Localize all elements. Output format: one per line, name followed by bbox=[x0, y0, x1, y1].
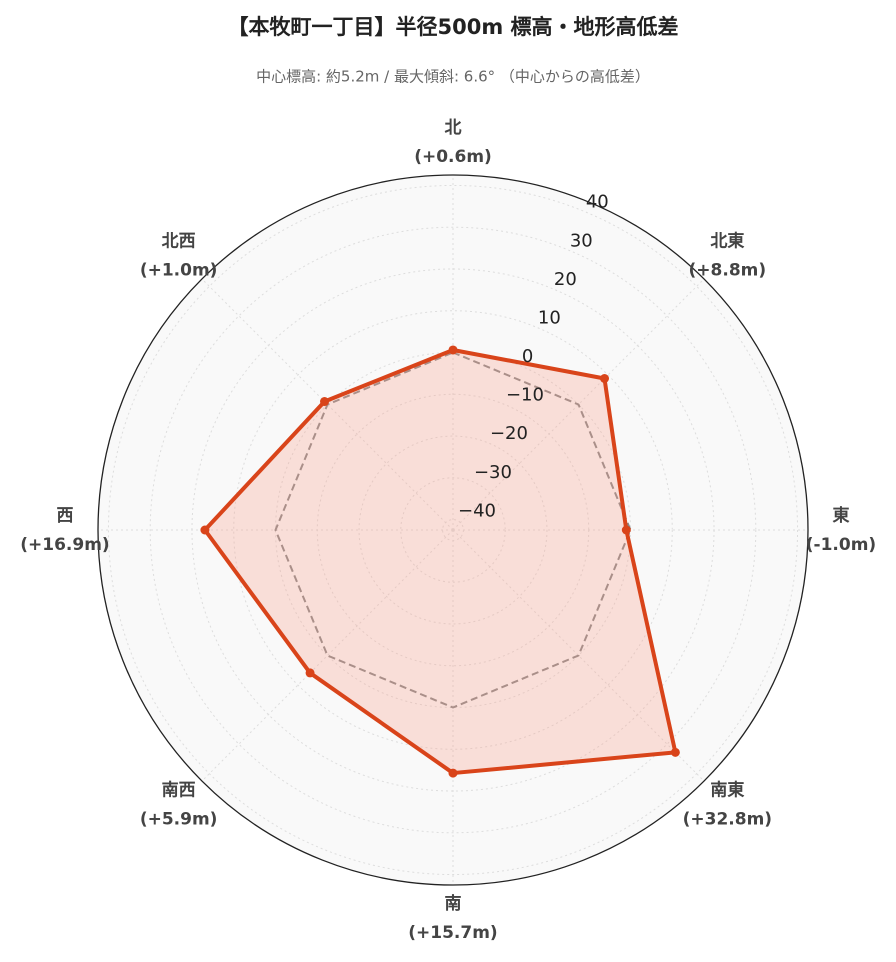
area bbox=[204, 349, 676, 774]
r-tick-label: −40 bbox=[458, 500, 496, 521]
r-tick-label: −30 bbox=[474, 462, 512, 483]
category-label: 南 bbox=[445, 893, 462, 914]
category-label: 南東 bbox=[710, 779, 744, 800]
point bbox=[599, 374, 609, 384]
outer-circle bbox=[97, 174, 809, 886]
point bbox=[670, 747, 680, 757]
point bbox=[305, 668, 315, 678]
point bbox=[320, 397, 330, 407]
value-label: (+1.0m) bbox=[140, 261, 218, 281]
grid-circle bbox=[149, 226, 757, 834]
grid-circle bbox=[316, 393, 590, 667]
category-label: 北 bbox=[445, 118, 462, 138]
category-label: 東 bbox=[833, 505, 850, 526]
value-label: (+5.9m) bbox=[140, 809, 218, 829]
category-label: 北西 bbox=[162, 232, 196, 252]
r-tick-label: −10 bbox=[506, 385, 544, 406]
point bbox=[621, 525, 631, 535]
value-label: (+8.8m) bbox=[689, 261, 767, 281]
value-label: (+15.7m) bbox=[408, 923, 497, 943]
chart-title: 【本牧町一丁目】半径500m 標高・地形高低差 bbox=[227, 15, 678, 39]
spoke bbox=[201, 278, 454, 531]
grid-circle bbox=[400, 477, 506, 583]
point bbox=[448, 345, 458, 355]
category-label: 南西 bbox=[162, 779, 196, 800]
category-label: 北東 bbox=[710, 231, 744, 252]
spoke bbox=[452, 529, 705, 782]
r-tick-label: 30 bbox=[570, 230, 593, 251]
grid-circle bbox=[107, 184, 799, 876]
chart-subtitle: 中心標高: 約5.2m / 最大傾斜: 6.6° （中心からの高低差） bbox=[256, 68, 650, 86]
value-label: (+16.9m) bbox=[20, 535, 109, 555]
series-line bbox=[274, 351, 632, 709]
value-label: (+32.8m) bbox=[683, 809, 772, 829]
grid-circle bbox=[442, 519, 464, 541]
r-tick-label: −20 bbox=[490, 423, 528, 444]
point bbox=[448, 768, 458, 778]
spoke bbox=[452, 278, 705, 531]
point bbox=[200, 525, 210, 535]
r-tick-label: 0 bbox=[522, 346, 533, 367]
spoke bbox=[201, 529, 454, 782]
grid-circle bbox=[233, 310, 673, 750]
grid-circle bbox=[191, 268, 715, 792]
r-tick-label: 20 bbox=[554, 269, 577, 290]
r-tick-label: 40 bbox=[586, 192, 609, 213]
grid-circle bbox=[358, 435, 548, 625]
r-tick-label: 10 bbox=[538, 307, 561, 328]
category-label: 西 bbox=[57, 506, 74, 526]
value-label: (-1.0m) bbox=[806, 535, 876, 555]
value-label: (+0.6m) bbox=[414, 147, 492, 167]
